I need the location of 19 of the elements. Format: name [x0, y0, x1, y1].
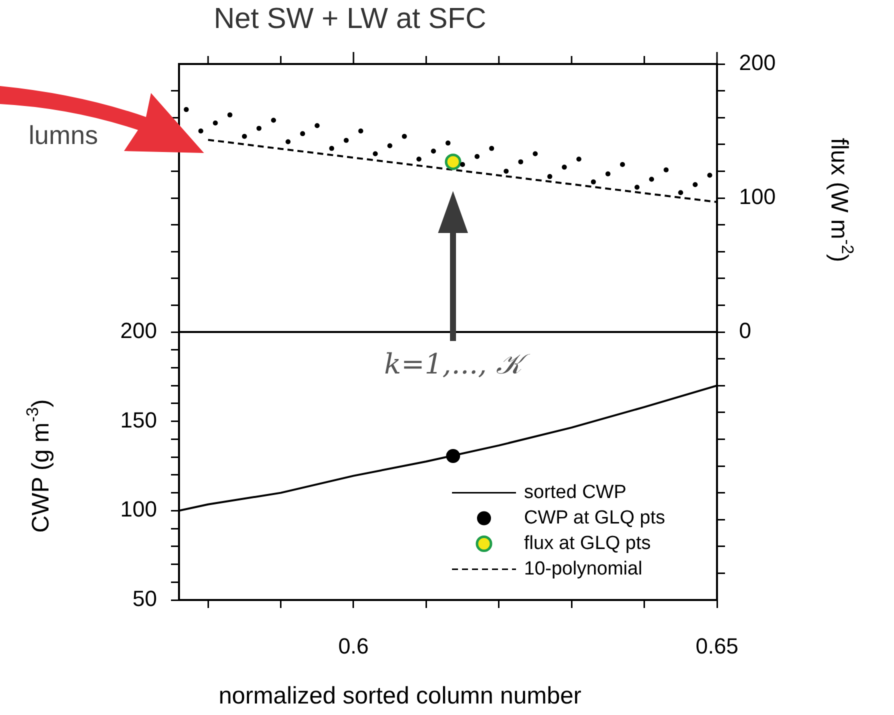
y-tick-label: 50	[132, 586, 157, 612]
x-tick-label: 0.6	[338, 633, 369, 658]
y2-tick-label: 0	[739, 318, 752, 344]
legend-label: 10-polynomial	[524, 558, 642, 580]
y-tick-label: 150	[120, 407, 157, 432]
legend-label: CWP at GLQ pts	[524, 507, 666, 528]
annotation: k=1,..., 𝒦	[384, 347, 531, 380]
y2-axis-title: flux (W m-2)	[825, 138, 857, 262]
y2-tick-label: 100	[739, 184, 776, 210]
y-axis-title: CWP (g m-3)	[23, 399, 55, 533]
legend-label: flux at GLQ pts	[524, 532, 651, 554]
y2-tick-label: 200	[739, 50, 776, 76]
x-tick-label: 0.65	[696, 633, 738, 658]
x-axis-title: normalized sorted column number	[218, 682, 582, 710]
y-tick-label: 100	[120, 496, 157, 522]
text: lumns	[28, 120, 98, 150]
chart-title: Net SW + LW at SFC	[214, 3, 486, 35]
legend-label: sorted CWP	[524, 482, 626, 503]
y-tick-label: 200	[120, 318, 157, 344]
